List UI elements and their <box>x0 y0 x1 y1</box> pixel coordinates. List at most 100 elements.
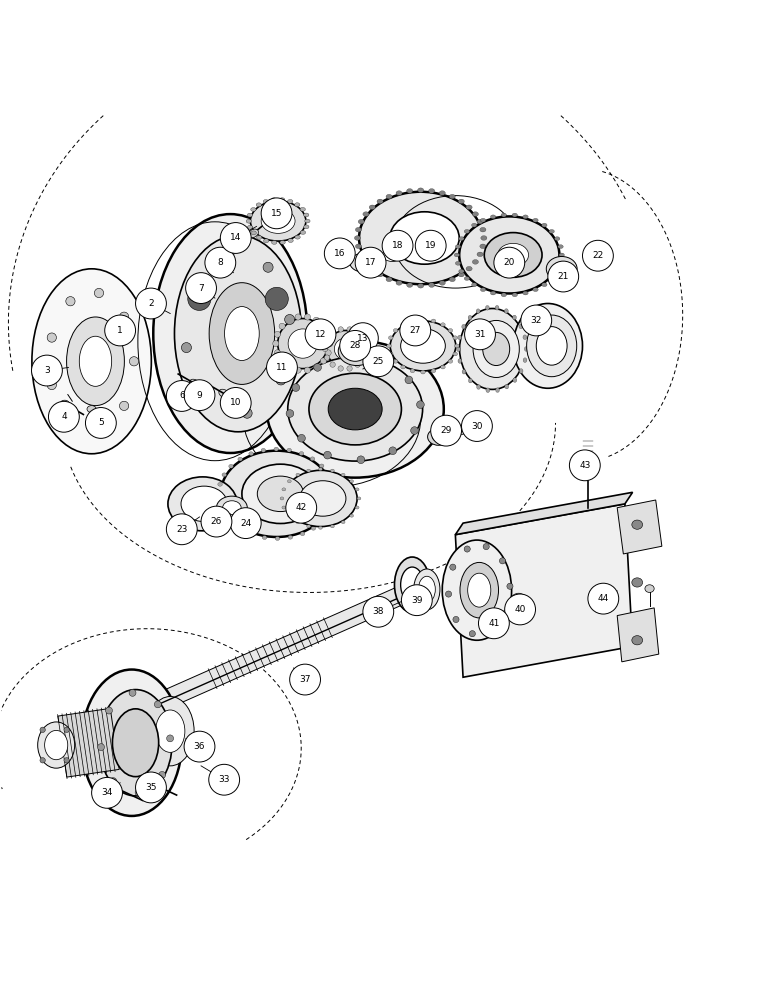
Polygon shape <box>617 500 662 554</box>
Ellipse shape <box>238 457 242 461</box>
Circle shape <box>548 261 579 292</box>
Ellipse shape <box>320 519 325 523</box>
Ellipse shape <box>299 452 303 455</box>
Ellipse shape <box>306 525 310 528</box>
Ellipse shape <box>456 347 460 352</box>
Ellipse shape <box>450 564 456 570</box>
Ellipse shape <box>507 583 513 589</box>
Ellipse shape <box>354 236 361 240</box>
Ellipse shape <box>263 262 273 272</box>
Ellipse shape <box>288 329 317 358</box>
Ellipse shape <box>459 309 525 389</box>
Text: 12: 12 <box>315 330 327 339</box>
Ellipse shape <box>631 578 642 587</box>
Ellipse shape <box>480 218 486 222</box>
Ellipse shape <box>459 199 465 204</box>
Ellipse shape <box>466 205 472 210</box>
Ellipse shape <box>222 473 227 477</box>
Ellipse shape <box>357 456 364 464</box>
Ellipse shape <box>286 364 293 370</box>
Ellipse shape <box>363 260 369 264</box>
Ellipse shape <box>462 369 466 374</box>
Text: 18: 18 <box>392 241 403 250</box>
Ellipse shape <box>40 758 46 763</box>
Ellipse shape <box>357 258 372 268</box>
Ellipse shape <box>190 282 200 292</box>
Text: 9: 9 <box>197 391 202 400</box>
Text: 28: 28 <box>350 341 361 350</box>
Ellipse shape <box>558 261 564 265</box>
Ellipse shape <box>542 223 547 227</box>
Text: 1: 1 <box>117 326 123 335</box>
Circle shape <box>167 381 197 411</box>
Ellipse shape <box>295 235 300 239</box>
Ellipse shape <box>278 319 328 369</box>
Ellipse shape <box>325 350 331 356</box>
Ellipse shape <box>38 722 75 768</box>
Text: 19: 19 <box>425 241 436 250</box>
Ellipse shape <box>459 216 560 293</box>
Ellipse shape <box>320 464 324 468</box>
Ellipse shape <box>401 567 424 602</box>
Circle shape <box>286 492 317 523</box>
Ellipse shape <box>300 532 305 536</box>
Ellipse shape <box>513 303 583 388</box>
Ellipse shape <box>284 470 357 527</box>
Text: 34: 34 <box>101 788 113 797</box>
Circle shape <box>205 247 235 278</box>
Ellipse shape <box>279 358 285 364</box>
Ellipse shape <box>330 469 334 472</box>
Ellipse shape <box>275 537 279 540</box>
Circle shape <box>208 764 239 795</box>
Text: 21: 21 <box>557 272 569 281</box>
Ellipse shape <box>327 330 364 367</box>
Text: 24: 24 <box>240 519 252 528</box>
Ellipse shape <box>490 291 496 295</box>
Ellipse shape <box>498 243 529 267</box>
Ellipse shape <box>282 488 286 491</box>
Ellipse shape <box>501 213 506 217</box>
Text: 4: 4 <box>61 412 66 421</box>
Ellipse shape <box>82 670 181 816</box>
Ellipse shape <box>394 557 430 613</box>
Text: 8: 8 <box>218 258 223 267</box>
Ellipse shape <box>250 532 255 536</box>
Ellipse shape <box>229 520 234 524</box>
Ellipse shape <box>449 277 455 282</box>
Text: 23: 23 <box>176 525 188 534</box>
Ellipse shape <box>266 340 444 478</box>
Ellipse shape <box>355 506 359 509</box>
Ellipse shape <box>503 610 509 616</box>
Ellipse shape <box>376 244 408 266</box>
Ellipse shape <box>305 219 310 223</box>
Ellipse shape <box>523 335 527 340</box>
Ellipse shape <box>390 212 459 264</box>
Ellipse shape <box>472 260 479 264</box>
Ellipse shape <box>466 266 472 271</box>
Ellipse shape <box>333 254 347 263</box>
Ellipse shape <box>464 277 469 280</box>
Ellipse shape <box>358 219 364 224</box>
Ellipse shape <box>341 521 345 524</box>
Circle shape <box>505 594 536 625</box>
Text: 41: 41 <box>488 619 499 628</box>
Ellipse shape <box>473 320 520 377</box>
Ellipse shape <box>261 448 266 452</box>
Circle shape <box>266 352 297 383</box>
Text: 27: 27 <box>410 326 421 335</box>
Ellipse shape <box>386 277 392 282</box>
Ellipse shape <box>418 188 424 193</box>
Ellipse shape <box>514 596 523 604</box>
Text: 20: 20 <box>503 258 515 267</box>
Ellipse shape <box>468 315 472 320</box>
Ellipse shape <box>287 480 291 483</box>
Ellipse shape <box>486 305 489 310</box>
Text: 37: 37 <box>300 675 311 684</box>
Ellipse shape <box>311 526 316 530</box>
Circle shape <box>92 777 123 808</box>
Text: 25: 25 <box>373 357 384 366</box>
Ellipse shape <box>168 477 237 531</box>
Ellipse shape <box>327 472 331 476</box>
Ellipse shape <box>47 333 56 342</box>
Polygon shape <box>455 492 632 535</box>
